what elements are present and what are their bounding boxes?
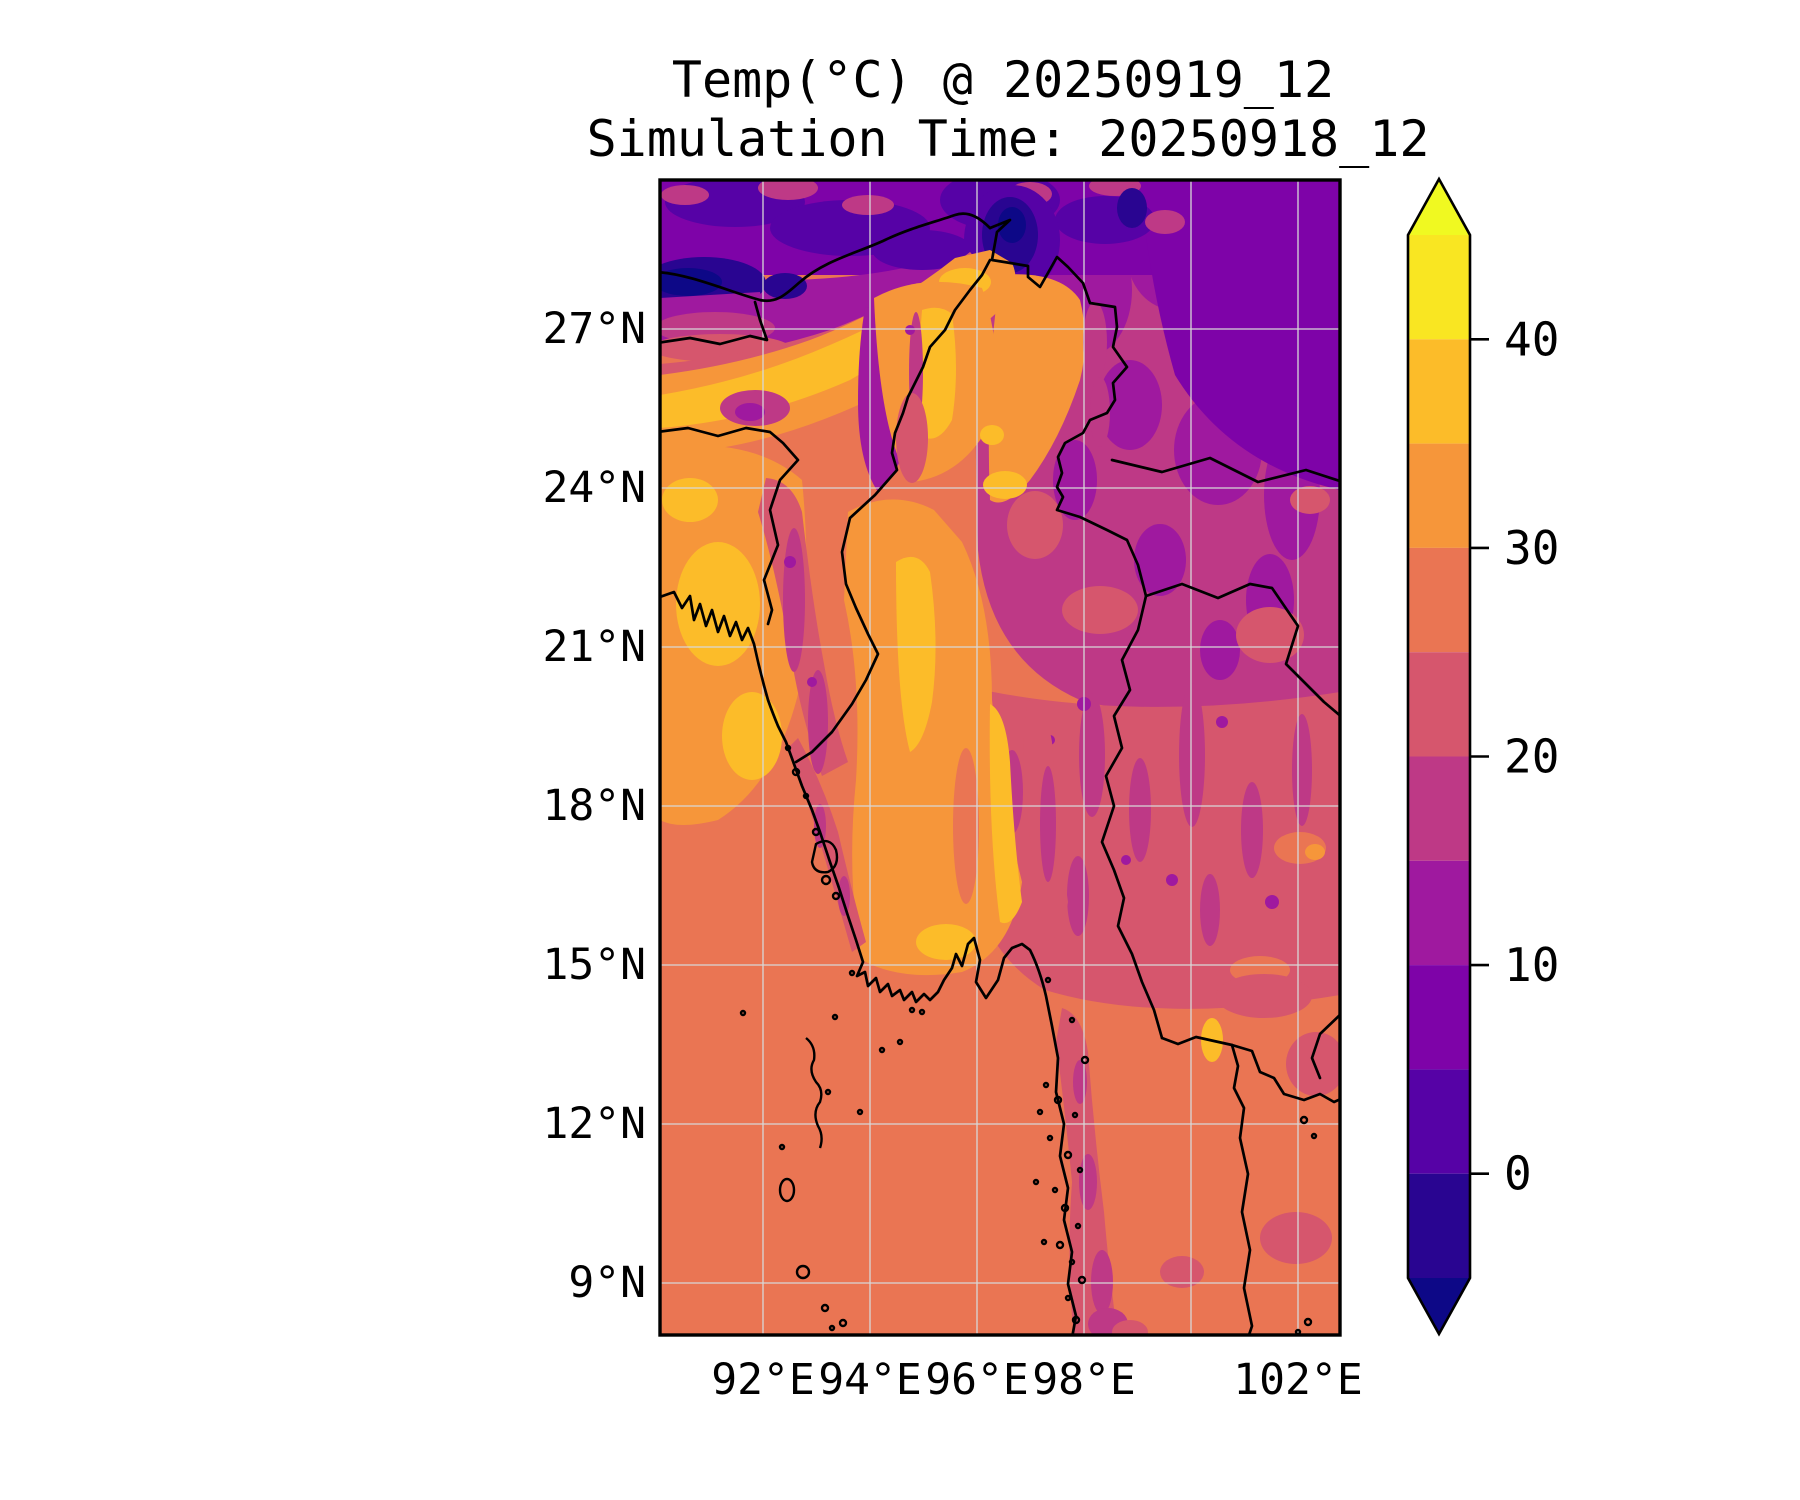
border-china-myanmar [988,218,1148,598]
colorbar-ticks [1470,337,1489,1175]
map-plot-area [660,180,1340,1335]
coastlines-borders [660,212,1340,1335]
colorbar-band-30-35 [1408,443,1470,548]
colorbar-band-m5-0 [1408,1173,1470,1278]
chin-hills-ridge [758,478,848,776]
border-bhutan [660,300,769,346]
colorbar-band-15-20 [1408,756,1470,861]
colorbar-band-10-15 [1408,860,1470,966]
colorbar-arrow-under [1408,1278,1470,1334]
coastline-bay-of-bengal [660,590,1078,1335]
y-tick-9n: 9°N [568,1258,646,1308]
border-india-china-himalaya [660,212,992,303]
y-tick-21n: 21°N [542,622,646,672]
colorbar-band-25-30 [1408,547,1470,653]
colorbar-band-35-40 [1408,339,1470,444]
y-tick-15n: 15°N [542,940,646,990]
cb-tick-20: 20 [1504,730,1559,784]
x-tick-92e: 92°E [711,1355,815,1405]
colorbar-band-40-45 [1408,235,1470,340]
colorbar-outline [1406,176,1472,1337]
temperature-field [660,180,1340,1335]
border-myanmar-thailand [1100,594,1164,1040]
y-tick-12n: 12°N [542,1099,646,1149]
cb-tick-0: 0 [1504,1147,1532,1201]
colorbar-band-0-5 [1408,1069,1470,1174]
colorbar: 40 30 20 10 0 [1406,176,1559,1337]
gridlines [660,180,1340,1335]
islands [739,744,1318,1335]
colorbar-arrow-over [1408,179,1470,235]
y-tick-24n: 24°N [542,463,646,513]
border-thailand-cambodia [1310,1013,1340,1080]
ramree-island [810,839,839,874]
x-tick-94e: 94°E [818,1355,922,1405]
plot-title: Temp(°C) @ 20250919_12 [672,51,1334,109]
border-india-bangladesh [660,426,800,626]
cb-tick-30: 30 [1504,521,1559,575]
x-tick-96e: 96°E [925,1355,1029,1405]
colorbar-tick-labels: 40 30 20 10 0 [1504,312,1559,1200]
y-axis-labels: 27°N 24°N 21°N 18°N 15°N 12°N 9°N [542,304,646,1308]
x-tick-98e: 98°E [1032,1355,1136,1405]
andaman-islands [805,1037,823,1149]
upper-valley-tongue [874,274,1110,503]
colorbar-band-5-10 [1408,965,1470,1070]
cb-tick-40: 40 [1504,312,1559,366]
cb-tick-10: 10 [1504,938,1559,992]
border-myanmar-laos [1144,582,1340,718]
border-india-myanmar [794,258,992,764]
x-tick-102e: 102°E [1233,1355,1362,1405]
coastline-kra-isthmus-east [1230,1043,1254,1335]
map-frame [658,178,1342,1337]
plot-subtitle: Simulation Time: 20250918_12 [587,110,1430,168]
y-tick-18n: 18°N [542,781,646,831]
border-china-laos [1110,456,1340,484]
x-axis-labels: 92°E 94°E 96°E 98°E 102°E [711,1355,1363,1405]
coastline-gulf-of-thailand-north [1160,1035,1340,1104]
colorbar-band-20-25 [1408,652,1470,757]
y-tick-27n: 27°N [542,304,646,354]
